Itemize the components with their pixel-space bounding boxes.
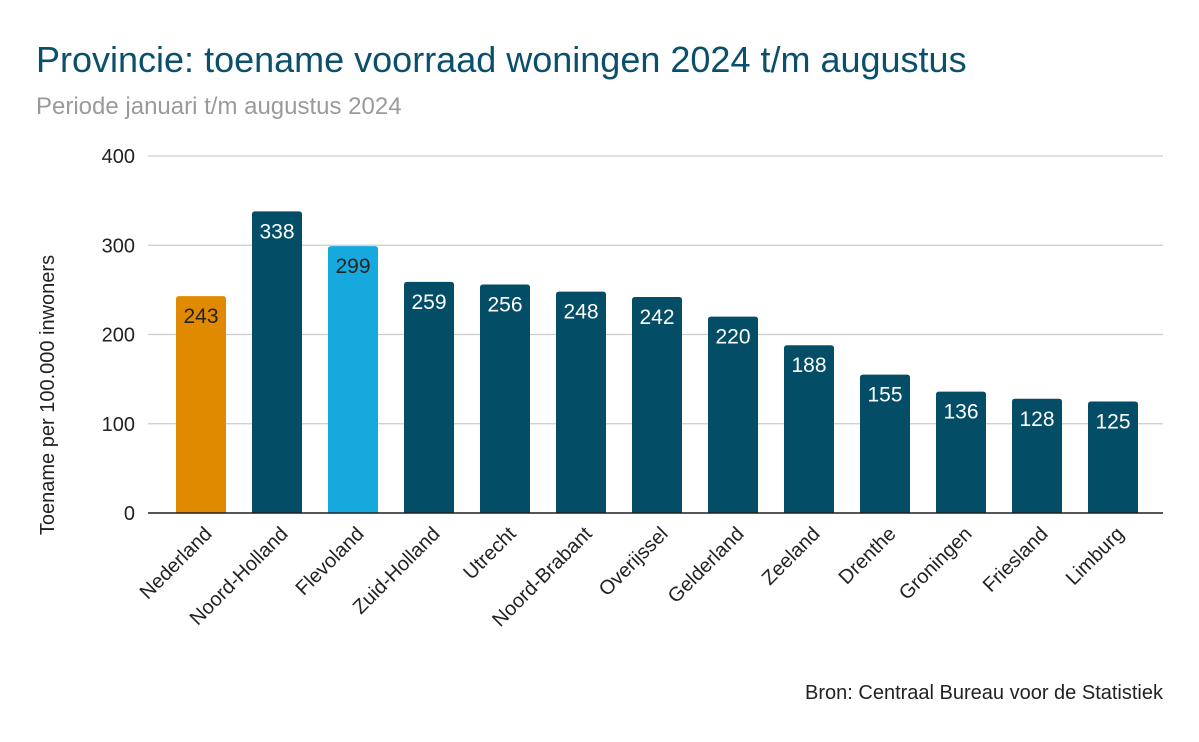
bar — [556, 291, 606, 513]
bar — [1012, 398, 1062, 513]
bar — [708, 316, 758, 513]
value-label: 259 — [411, 291, 446, 314]
value-label: 125 — [1095, 410, 1130, 433]
value-label: 256 — [487, 294, 522, 317]
x-tick-label: Groningen — [895, 523, 977, 605]
x-tick-label: Gelderland — [664, 523, 749, 608]
bar — [1088, 401, 1138, 513]
y-tick-label: 300 — [102, 235, 135, 257]
value-label: 155 — [867, 384, 902, 407]
y-tick-label: 0 — [124, 503, 135, 525]
chart-title: Provincie: toename voorraad woningen 202… — [36, 39, 967, 80]
x-tick-label: Flevoland — [292, 523, 369, 600]
value-label: 242 — [639, 306, 674, 329]
value-label: 248 — [563, 301, 598, 324]
bar — [480, 284, 530, 513]
value-label: 299 — [335, 255, 370, 278]
x-tick-label: Zeeland — [758, 523, 825, 590]
value-label: 220 — [715, 326, 750, 349]
value-label: 128 — [1019, 408, 1054, 431]
y-tick-label: 100 — [102, 414, 135, 436]
x-tick-label: Utrecht — [459, 523, 520, 584]
bar — [328, 246, 378, 513]
y-tick-label: 200 — [102, 325, 135, 347]
x-tick-label: Limburg — [1062, 523, 1129, 590]
source: Bron: Centraal Bureau voor de Statistiek — [805, 682, 1164, 704]
x-tick-label: Overijssel — [595, 523, 673, 601]
x-tick-label: Friesland — [979, 523, 1053, 597]
value-label: 338 — [259, 220, 294, 243]
y-axis-label: Toename per 100.000 inwoners — [37, 255, 59, 535]
value-label: 136 — [943, 401, 978, 424]
value-label: 243 — [183, 305, 218, 328]
bar — [404, 281, 454, 513]
bar — [632, 297, 682, 513]
x-tick-label: Drenthe — [835, 523, 901, 589]
bar — [784, 345, 834, 513]
chart-subtitle: Periode januari t/m augustus 2024 — [36, 93, 402, 120]
value-label: 188 — [791, 354, 826, 377]
x-tick-label: Nederland — [136, 523, 217, 604]
bar — [176, 296, 226, 513]
bar — [860, 374, 910, 513]
bar — [936, 391, 986, 513]
bar — [252, 211, 302, 513]
y-tick-label: 400 — [102, 146, 135, 168]
